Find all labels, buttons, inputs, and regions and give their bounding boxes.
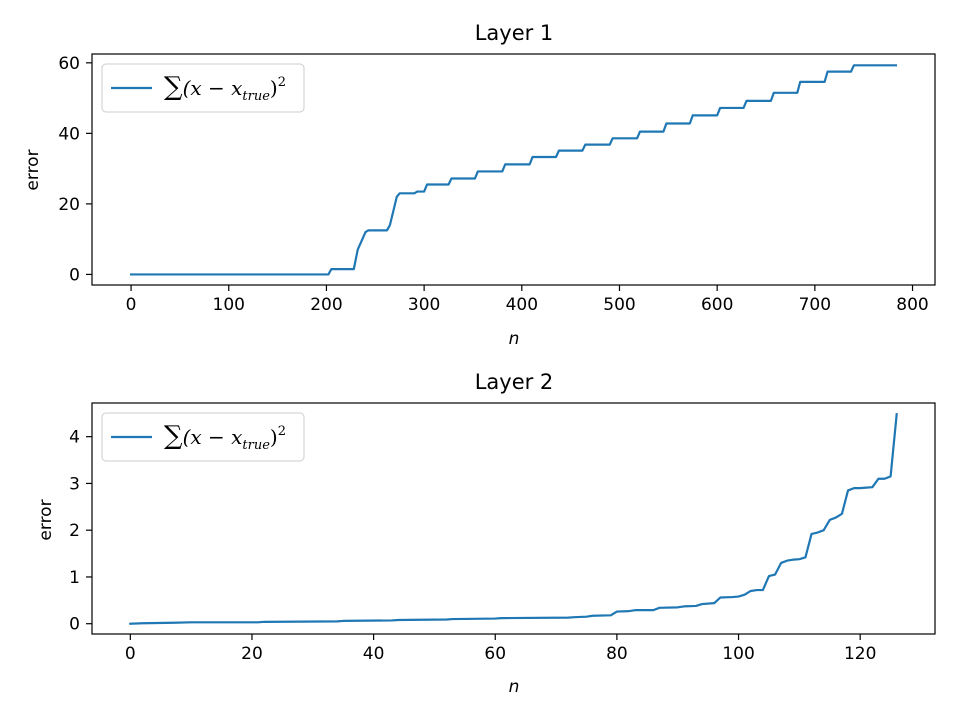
legend-superscript: 2 xyxy=(278,424,286,439)
subplot-layer-2: Layer 2 0 20 40 60 80 100 120 0 1 2 3 4 n error ∑(… xyxy=(36,370,936,697)
legend-label: ∑(x − xtrue)2 xyxy=(164,421,286,453)
chart-title: Layer 2 xyxy=(475,370,554,394)
legend-box xyxy=(101,63,305,113)
legend: ∑(x − xtrue)2 xyxy=(101,63,305,113)
legend-sum-symbol: ∑ xyxy=(164,72,183,102)
y-tick-label: 60 xyxy=(58,54,80,74)
legend-subscript: true xyxy=(242,438,270,453)
x-tick-label: 120 xyxy=(844,644,876,664)
y-tick-label: 2 xyxy=(69,521,80,541)
x-tick-label: 40 xyxy=(363,644,385,664)
legend-open-text: (x − x xyxy=(183,425,243,449)
x-tick-label: 0 xyxy=(125,644,136,664)
legend-close-paren: ) xyxy=(270,425,278,449)
x-tick-label: 100 xyxy=(722,644,754,664)
y-axis-ticks: 0 20 40 60 xyxy=(58,54,92,285)
x-tick-label: 400 xyxy=(506,295,538,315)
x-tick-label: 80 xyxy=(606,644,628,664)
x-tick-label: 800 xyxy=(896,295,928,315)
legend-superscript: 2 xyxy=(278,75,286,90)
x-tick-label: 300 xyxy=(408,295,440,315)
y-tick-label: 4 xyxy=(69,428,80,448)
legend-subscript: true xyxy=(242,89,270,104)
y-tick-label: 1 xyxy=(69,568,80,588)
x-tick-label: 60 xyxy=(484,644,506,664)
legend-close-paren: ) xyxy=(270,76,278,100)
x-axis-label: n xyxy=(509,329,520,349)
y-tick-label: 0 xyxy=(69,265,80,285)
legend-sum-symbol: ∑ xyxy=(164,421,183,451)
x-tick-label: 100 xyxy=(213,295,245,315)
y-axis-label: error xyxy=(23,149,43,190)
y-tick-label: 0 xyxy=(69,615,80,635)
legend-label: ∑(x − xtrue)2 xyxy=(164,72,286,104)
y-tick-label: 20 xyxy=(58,195,80,215)
chart-title: Layer 1 xyxy=(475,21,554,45)
subplot-layer-1: Layer 1 0 100 200 300 400 500 600 700 800 0 20 40 6… xyxy=(23,21,936,349)
series-line-0 xyxy=(129,413,898,625)
legend-open-text: (x − x xyxy=(183,76,243,100)
series-line-0 xyxy=(129,64,898,276)
x-tick-label: 600 xyxy=(701,295,733,315)
x-tick-label: 700 xyxy=(799,295,831,315)
x-tick-label: 500 xyxy=(603,295,635,315)
legend: ∑(x − xtrue)2 xyxy=(101,412,305,462)
y-axis-ticks: 0 1 2 3 4 xyxy=(69,428,92,635)
x-tick-label: 20 xyxy=(241,644,263,664)
x-tick-label: 0 xyxy=(126,295,137,315)
y-tick-label: 40 xyxy=(58,124,80,144)
axes-frame xyxy=(91,402,936,635)
y-axis-label: error xyxy=(36,499,56,540)
x-tick-label: 200 xyxy=(310,295,342,315)
x-axis-ticks: 0 100 200 300 400 500 600 700 800 xyxy=(126,285,929,315)
axes-frame xyxy=(91,53,936,286)
plot-area xyxy=(129,413,898,625)
legend-box xyxy=(101,412,305,462)
y-tick-label: 3 xyxy=(69,474,80,494)
x-axis-ticks: 0 20 40 60 80 100 120 xyxy=(125,634,876,664)
x-axis-label: n xyxy=(509,677,520,697)
plot-area xyxy=(129,64,898,276)
